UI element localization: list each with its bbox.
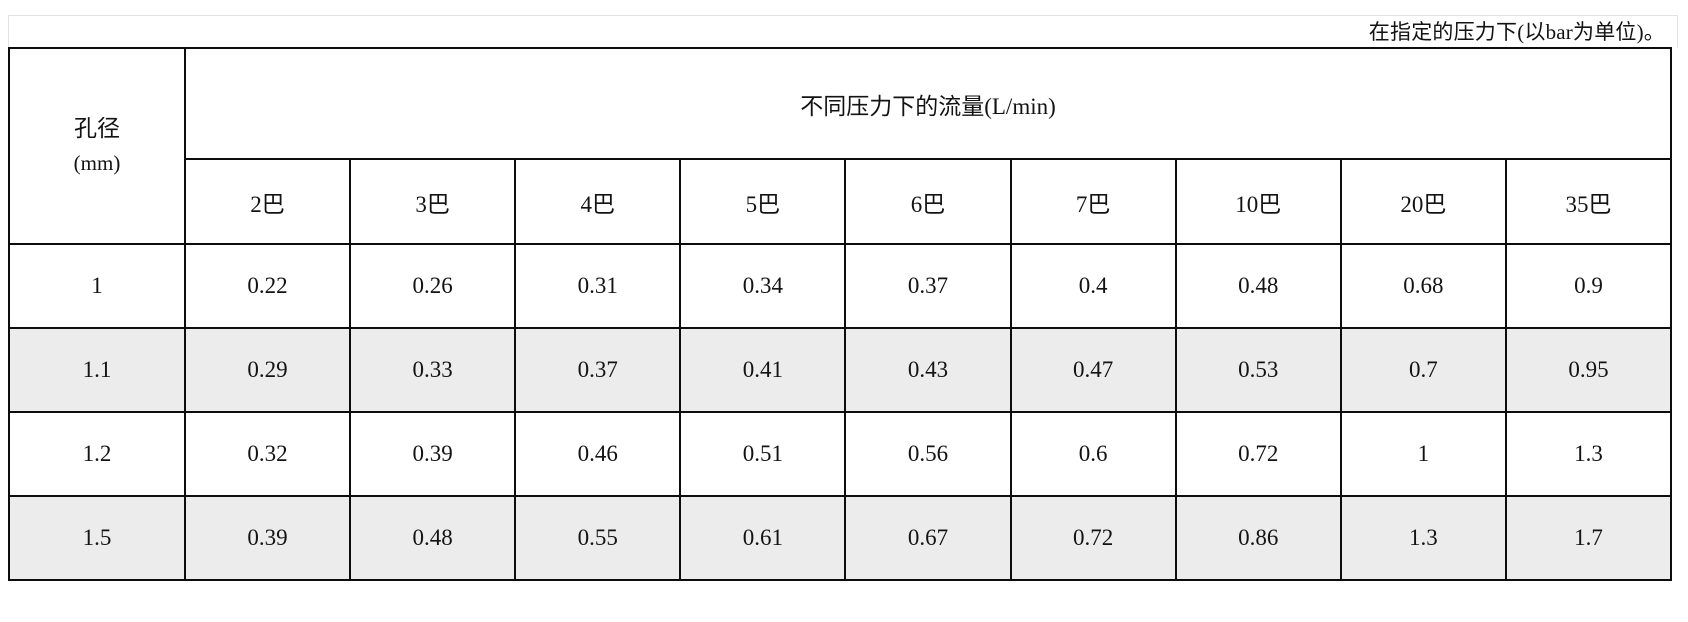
- flow-rate-cell: 1: [1339, 411, 1507, 497]
- flow-rate-cell: 0.37: [844, 243, 1012, 329]
- pressure-column-header: 3巴: [349, 158, 517, 245]
- flow-rate-cell: 0.46: [514, 411, 682, 497]
- flow-rate-cell: 0.72: [1009, 495, 1177, 581]
- pressure-column-header: 10巴: [1174, 158, 1342, 245]
- bore-diameter-header-label: 孔径: [74, 116, 120, 141]
- flow-rate-cell: 0.7: [1339, 327, 1507, 413]
- flow-rate-cell: 0.37: [514, 327, 682, 413]
- pressure-column-header: 7巴: [1009, 158, 1177, 245]
- header-row-top: 孔径 (mm) 不同压力下的流量(L/min): [8, 47, 1672, 245]
- flow-rate-cell: 0.41: [679, 327, 847, 413]
- pressure-column-header: 2巴: [183, 158, 352, 245]
- table-row: 1 0.22 0.26 0.31 0.34 0.37 0.4 0.48 0.68 0.9: [8, 243, 1673, 329]
- flow-rate-cell: 0.33: [349, 327, 517, 413]
- flow-rate-cell: 1.3: [1504, 411, 1673, 497]
- flow-rate-cell: 0.6: [1009, 411, 1177, 497]
- header-row-pressures: 2巴 3巴 4巴 5巴 6巴 7巴 10巴 20巴 35巴: [9, 158, 1673, 245]
- flow-rate-cell: 0.4: [1009, 243, 1177, 329]
- flow-rate-cell: 1.7: [1504, 495, 1673, 581]
- flow-rate-cell: 0.72: [1174, 411, 1342, 497]
- flow-rate-span-header: 不同压力下的流量(L/min): [184, 47, 1672, 160]
- pressure-column-header: 6巴: [844, 158, 1012, 245]
- table-row: 1.5 0.39 0.48 0.55 0.61 0.67 0.72 0.86 1.3 1.7: [8, 495, 1673, 581]
- pressure-column-header: 35巴: [1504, 158, 1673, 245]
- bore-diameter-cell: 1: [8, 243, 186, 329]
- flow-rate-cell: 0.43: [844, 327, 1012, 413]
- flow-rate-cell: 0.39: [349, 411, 517, 497]
- flow-rate-cell: 0.53: [1174, 327, 1342, 413]
- flow-rate-cell: 0.22: [183, 243, 352, 329]
- flow-rate-cell: 0.61: [679, 495, 847, 581]
- bore-diameter-cell: 1.5: [8, 495, 186, 581]
- bore-diameter-cell: 1.2: [8, 411, 186, 497]
- flow-rate-cell: 0.56: [844, 411, 1012, 497]
- flow-rate-cell: 0.31: [514, 243, 682, 329]
- flow-rate-cell: 0.68: [1339, 243, 1507, 329]
- bore-diameter-cell: 1.1: [8, 327, 186, 413]
- bore-diameter-header-unit: (mm): [73, 151, 121, 175]
- pressure-column-header: 4巴: [514, 158, 682, 245]
- table-row: 1.2 0.32 0.39 0.46 0.51 0.56 0.6 0.72 1 1.3: [8, 411, 1673, 497]
- bore-diameter-header: 孔径 (mm): [8, 47, 186, 245]
- flow-rate-cell: 0.48: [349, 495, 517, 581]
- flow-rate-cell: 0.47: [1009, 327, 1177, 413]
- flow-rate-cell: 0.95: [1504, 327, 1673, 413]
- flow-rate-cell: 0.34: [679, 243, 847, 329]
- table-body: 1 0.22 0.26 0.31 0.34 0.37 0.4 0.48 0.68 0.9 1.1 0.…: [8, 243, 1673, 581]
- flow-rate-cell: 0.86: [1174, 495, 1342, 581]
- pressure-column-header: 20巴: [1339, 158, 1507, 245]
- flow-rate-cell: 0.55: [514, 495, 682, 581]
- flow-rate-cell: 0.26: [349, 243, 517, 329]
- flow-rate-cell: 0.39: [183, 495, 352, 581]
- flow-rate-cell: 1.3: [1339, 495, 1507, 581]
- table-header: 孔径 (mm) 不同压力下的流量(L/min) 2巴 3巴 4巴 5巴 6巴 7巴 10巴 2…: [8, 47, 1673, 245]
- caption-text: 在指定的压力下(以bar为单位)。: [1368, 20, 1665, 44]
- flow-rate-cell: 0.67: [844, 495, 1012, 581]
- flow-rate-cell: 0.32: [183, 411, 352, 497]
- flow-rate-cell: 0.48: [1174, 243, 1342, 329]
- caption-bar: 在指定的压力下(以bar为单位)。: [8, 15, 1678, 48]
- flow-rate-table: 孔径 (mm) 不同压力下的流量(L/min) 2巴 3巴 4巴 5巴 6巴 7巴 10巴 2…: [8, 47, 1673, 581]
- flow-rate-cell: 0.29: [183, 327, 352, 413]
- pressure-column-header: 5巴: [679, 158, 847, 245]
- flow-rate-cell: 0.51: [679, 411, 847, 497]
- table-row: 1.1 0.29 0.33 0.37 0.41 0.43 0.47 0.53 0.7 0.95: [8, 327, 1673, 413]
- flow-rate-cell: 0.9: [1504, 243, 1673, 329]
